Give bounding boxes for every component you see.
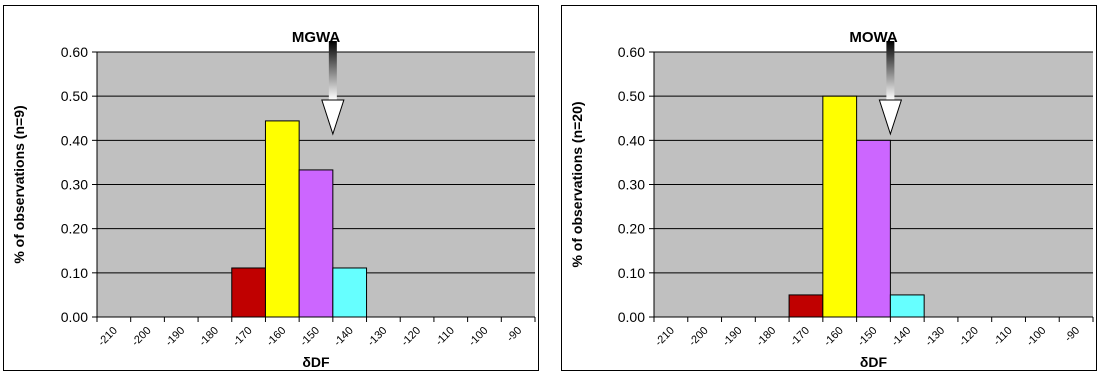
x-tick-label: -210 (653, 325, 677, 349)
chart-panel-mowa: 0.00 0.10 0.20 0.30 0.40 0.50 0.60 -210 -200 -190… (561, 5, 1097, 371)
y-axis-label: % of observations (n=9) (11, 105, 27, 263)
x-axis-label: δDF (860, 354, 888, 370)
x-tick-label: -110 (433, 325, 456, 348)
down-arrow-icon (878, 99, 903, 136)
y-tick-label: 0.30 (618, 177, 645, 193)
x-tick-label: -90 (1063, 325, 1083, 345)
y-tick-label: 0.60 (61, 44, 88, 60)
histogram-bar (788, 294, 824, 318)
y-axis-label: % of observations (n=20) (569, 101, 585, 267)
arrow-shaft (328, 41, 337, 100)
histogram-bar (231, 267, 266, 318)
x-tick-label: -160 (264, 325, 288, 349)
chart-title: MOWA (849, 29, 897, 46)
x-tick-label: -140 (889, 325, 913, 349)
x-tick-label: -190 (163, 325, 187, 349)
x-tick-label: -140 (332, 325, 356, 349)
x-tick-label: -180 (197, 325, 221, 349)
x-tick-label: -130 (923, 325, 947, 349)
x-tick-label: -120 (399, 325, 423, 349)
chart-title: MGWA (292, 29, 340, 46)
x-tick-label: -170 (231, 325, 255, 349)
chart-mgwa: 0.00 0.10 0.20 0.30 0.40 0.50 0.60 -210 -200 -190… (11, 29, 536, 370)
y-tick-label: 0.00 (61, 309, 88, 325)
histogram-bar (264, 120, 300, 318)
x-tick-label: -210 (96, 325, 120, 349)
x-tick-label: -160 (822, 325, 846, 349)
x-tick-label: -90 (505, 325, 525, 345)
chart-mowa: 0.00 0.10 0.20 0.30 0.40 0.50 0.60 -210 -200 -190… (569, 29, 1094, 370)
y-tick-label: 0.20 (61, 221, 88, 237)
x-tick-label: -150 (298, 325, 322, 349)
y-tick-label: 0.50 (618, 88, 645, 104)
x-tick-label: -200 (687, 325, 711, 349)
x-tick-label: -110 (991, 325, 1014, 348)
y-tick-label: 0.40 (618, 132, 645, 148)
y-tick-label: 0.40 (61, 132, 88, 148)
x-tick-label: -100 (1024, 325, 1048, 349)
histogram-bar (298, 169, 334, 318)
x-tick-label: -190 (720, 325, 744, 349)
histogram-bar (889, 294, 925, 318)
y-tick-label: 0.00 (618, 309, 645, 325)
histogram-bar (332, 267, 368, 318)
x-tick-label: -100 (467, 325, 491, 349)
x-tick-label: -170 (788, 325, 812, 349)
y-tick-label: 0.20 (618, 221, 645, 237)
x-tick-label: -150 (856, 325, 880, 349)
y-tick-label: 0.10 (61, 265, 88, 281)
x-tick-label: -200 (130, 325, 154, 349)
y-tick-label: 0.10 (618, 265, 645, 281)
x-axis-label: δDF (302, 354, 330, 370)
x-tick-label: -130 (365, 325, 389, 349)
histogram-bar (822, 95, 858, 318)
y-tick-label: 0.30 (61, 177, 88, 193)
x-tick-label: -180 (754, 325, 778, 349)
x-tick-label: -120 (957, 325, 981, 349)
y-tick-label: 0.60 (618, 44, 645, 60)
histogram-bar (856, 139, 891, 318)
arrow-shaft (886, 41, 895, 100)
down-arrow-icon (321, 99, 345, 136)
chart-panel-mgwa: 0.00 0.10 0.20 0.30 0.40 0.50 0.60 -210 -200 -190… (3, 5, 539, 371)
y-tick-label: 0.50 (61, 88, 88, 104)
